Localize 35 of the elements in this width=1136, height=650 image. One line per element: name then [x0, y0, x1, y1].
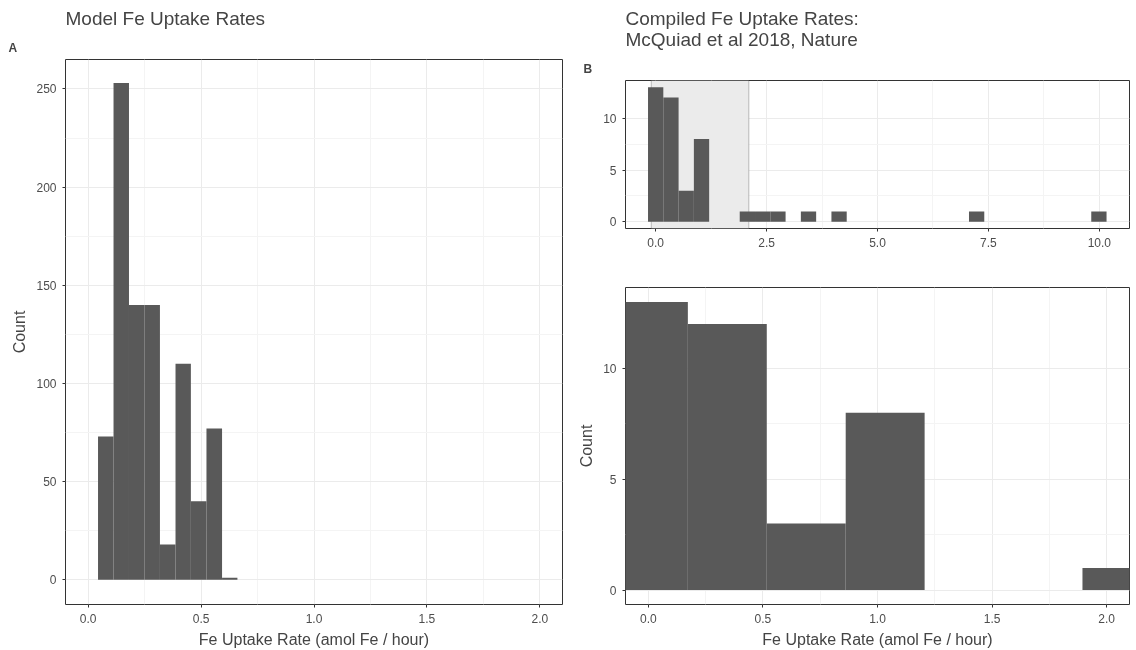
text: B: [583, 61, 593, 76]
x-axis-title: Fe Uptake Rate (amol Fe / hour): [198, 630, 430, 648]
x-tick-label: 7.5: [980, 235, 998, 250]
x-tick-label: 0.0: [79, 611, 97, 626]
y-tick-label: 5: [609, 472, 617, 487]
y-tick-label: 200: [36, 180, 57, 195]
chart-title: Compiled Fe Uptake Rates: McQuiad et al 2018, Nature: [625, 7, 859, 50]
y-tick-label: 10: [603, 361, 617, 376]
text: A: [8, 40, 18, 55]
y-axis-title: Count: [11, 310, 29, 354]
x-tick-label: 1.0: [869, 611, 887, 626]
x-axis-title: Fe Uptake Rate (amol Fe / hour): [762, 630, 993, 648]
y-tick-label: 10: [603, 111, 617, 126]
y-axis-title: Count: [578, 424, 596, 468]
x-tick-label: 0.5: [192, 611, 210, 626]
x-tick-label: 0.0: [640, 611, 658, 626]
y-tick-label: 250: [36, 82, 57, 97]
y-tick-label: 5: [609, 163, 617, 178]
y-tick-label: 50: [43, 475, 57, 490]
y-tick-label: 100: [36, 376, 57, 391]
x-tick-label: 2.0: [1098, 611, 1116, 626]
y-tick-label: 0: [609, 583, 617, 598]
x-tick-label: 2.0: [531, 611, 549, 626]
x-tick-label: 1.5: [983, 611, 1001, 626]
x-tick-label: 2.5: [758, 235, 776, 250]
x-tick-label: 1.5: [418, 611, 436, 626]
y-tick-label: 150: [36, 278, 57, 293]
chart-title: Model Fe Uptake Rates: [65, 7, 266, 29]
y-tick-label: 0: [49, 573, 57, 588]
x-tick-label: 5.0: [869, 235, 887, 250]
x-tick-label: 10.0: [1087, 235, 1112, 250]
x-tick-label: 0.0: [647, 235, 665, 250]
x-tick-label: 1.0: [305, 611, 323, 626]
x-tick-label: 0.5: [754, 611, 772, 626]
y-tick-label: 0: [609, 215, 617, 230]
